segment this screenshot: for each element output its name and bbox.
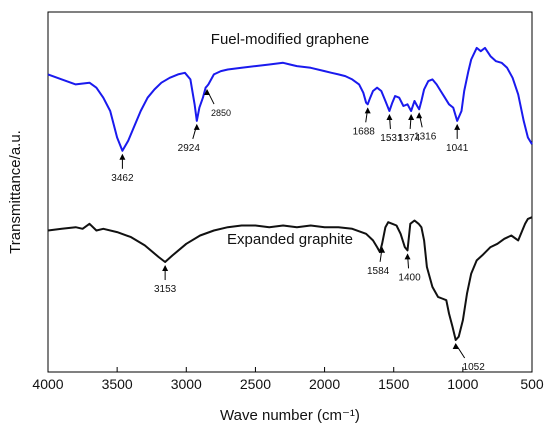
x-tick-label-500: 500	[520, 376, 544, 392]
series-label-0: Fuel-modified graphene	[211, 31, 369, 48]
series-line-1	[47, 216, 533, 341]
series-label-1: Expanded graphite	[227, 231, 353, 248]
plot-frame	[47, 11, 533, 373]
peak-arrowhead-3462	[119, 153, 126, 160]
peak-label-1400: 1400	[398, 272, 421, 283]
x-tick-label-2500: 2500	[240, 376, 271, 392]
x-tick-label-3500: 3500	[102, 376, 133, 392]
peak-arrowhead-1400	[404, 253, 411, 260]
series-layer	[47, 46, 533, 341]
peak-arrowhead-1531	[386, 113, 393, 120]
x-axis-ticks	[47, 367, 533, 372]
peak-arrowhead-1316	[416, 112, 423, 119]
x-tick-label-3000: 3000	[171, 376, 202, 392]
peak-arrowhead-1041	[454, 123, 461, 130]
peak-label-2924: 2924	[178, 143, 201, 154]
x-tick-label-4000: 4000	[32, 376, 63, 392]
x-tick-label-2000: 2000	[309, 376, 340, 392]
peak-arrowhead-1584	[379, 246, 386, 253]
x-tick-label-1500: 1500	[378, 376, 409, 392]
peak-label-3462: 3462	[111, 173, 134, 184]
series-labels-layer: Fuel-modified graphene Expanded graphite	[211, 31, 369, 248]
peak-label-2850: 2850	[211, 108, 231, 118]
peak-arrowhead-2924	[193, 123, 200, 130]
series-line-0	[47, 46, 533, 152]
peak-arrowhead-1052	[452, 343, 459, 350]
x-axis-label: Wave number (cm⁻¹)	[220, 407, 360, 424]
peak-label-1041: 1041	[446, 143, 469, 154]
peak-label-1052: 1052	[463, 362, 486, 373]
x-axis-tick-labels: 4000 3500 3000 2500 2000 1500 1000 500	[32, 376, 543, 392]
x-tick-label-1000: 1000	[447, 376, 478, 392]
peak-label-1531: 1531	[380, 133, 403, 144]
peak-arrowhead-1688	[364, 107, 371, 114]
y-axis-label: Transmittance/a.u.	[7, 130, 24, 254]
peak-label-1688: 1688	[353, 126, 376, 137]
peak-label-1584: 1584	[367, 266, 390, 277]
peak-label-3153: 3153	[154, 284, 177, 295]
peak-label-1374: 1374	[398, 133, 421, 144]
plot-area-border	[47, 11, 533, 373]
peak-arrowhead-2850	[204, 89, 211, 96]
peak-arrowhead-1374	[408, 113, 415, 120]
peak-arrowhead-3153	[162, 265, 169, 272]
peak-label-1316: 1316	[414, 131, 437, 142]
